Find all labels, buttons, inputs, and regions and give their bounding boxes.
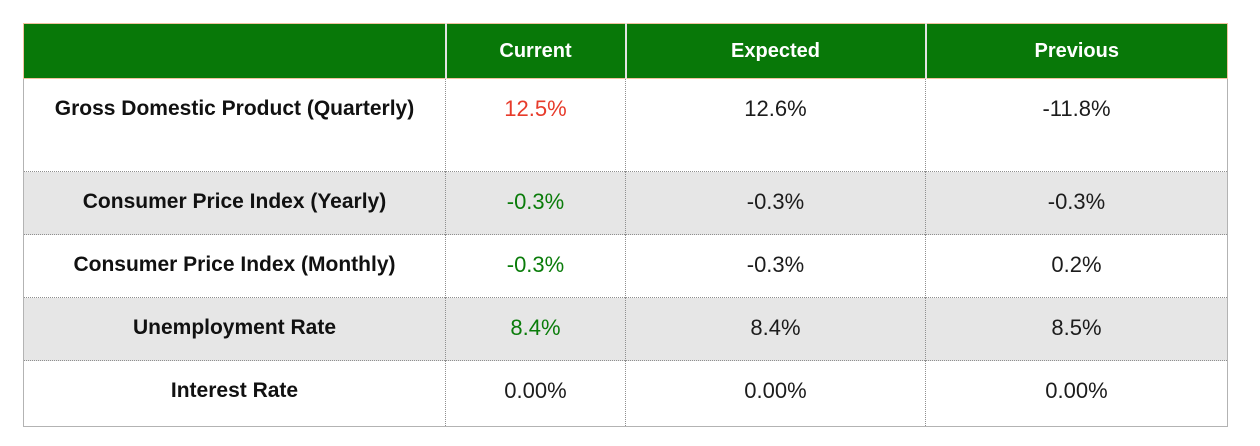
table-row-interest-rate: Interest Rate 0.00% 0.00% 0.00% <box>23 360 1228 427</box>
header-row: Current Expected Previous <box>23 23 1228 79</box>
metric-label: Gross Domestic Product (Quarterly) <box>54 97 415 120</box>
expected-value: 0.00% <box>625 360 926 427</box>
header-cell-current: Current <box>444 23 626 79</box>
table-container: Current Expected Previous Gross Domestic… <box>23 23 1228 427</box>
expected-value: 12.6% <box>625 78 926 172</box>
header-cell-previous: Previous <box>924 23 1228 79</box>
table-row-cpi-yearly: Consumer Price Index (Yearly) -0.3% -0.3… <box>23 171 1228 235</box>
metric-label: Unemployment Rate <box>23 297 446 361</box>
header-cell-expected: Expected <box>624 23 926 79</box>
table-row-unemployment-rate: Unemployment Rate 8.4% 8.4% 8.5% <box>23 297 1228 361</box>
table-row-gdp-quarterly: Gross Domestic Product (Quarterly) 12.5%… <box>24 78 1228 172</box>
expected-value: -0.3% <box>625 171 926 235</box>
previous-value: -11.8% <box>925 78 1228 172</box>
previous-value: 0.00% <box>925 360 1228 427</box>
metric-label: Consumer Price Index (Monthly) <box>23 234 446 298</box>
current-value: -0.3% <box>445 234 626 298</box>
previous-value: 8.5% <box>925 297 1228 361</box>
metric-label: Consumer Price Index (Yearly) <box>23 171 446 235</box>
table-header: Current Expected Previous <box>23 23 1228 79</box>
previous-value: 0.2% <box>925 234 1228 298</box>
header-cell-blank <box>23 23 446 79</box>
current-value: -0.3% <box>445 171 626 235</box>
table-body: Gross Domestic Product (Quarterly) 12.5%… <box>23 78 1228 427</box>
expected-value: -0.3% <box>625 234 926 298</box>
economic-indicators-table: Current Expected Previous Gross Domestic… <box>23 23 1228 427</box>
current-value: 0.00% <box>445 360 626 427</box>
expected-value: 8.4% <box>625 297 926 361</box>
metric-label: Interest Rate <box>23 360 446 427</box>
current-value: 8.4% <box>445 297 626 361</box>
current-value: 12.5% <box>445 78 626 172</box>
table-row-cpi-monthly: Consumer Price Index (Monthly) -0.3% -0.… <box>23 234 1228 298</box>
previous-value: -0.3% <box>925 171 1228 235</box>
